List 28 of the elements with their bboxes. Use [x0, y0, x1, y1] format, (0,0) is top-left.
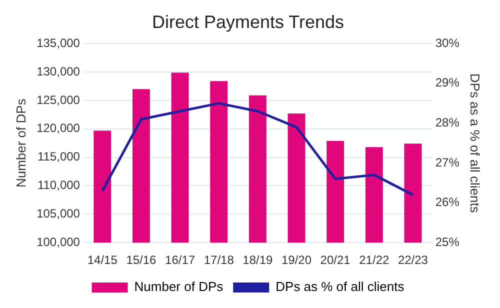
- y-tick-label: 110,000: [37, 178, 80, 192]
- y-tick-label: 100,000: [36, 234, 80, 249]
- x-tick-label: 15/16: [126, 253, 157, 268]
- x-tick-label: 14/15: [87, 253, 118, 268]
- y-tick-label: 125,000: [36, 92, 80, 107]
- x-tick-label: 20/21: [320, 253, 351, 268]
- y-axis-title: Number of DPs: [13, 98, 28, 188]
- y2-tick-label: 29%: [435, 76, 460, 90]
- y-tick-label: 135,000: [36, 36, 80, 50]
- chart-title: Direct Payments Trends: [152, 12, 344, 32]
- x-tick-label: 16/17: [165, 253, 196, 268]
- legend-label: Number of DPs: [134, 279, 224, 294]
- y-tick-label: 120,000: [36, 121, 80, 136]
- y-tick-label: 130,000: [36, 64, 80, 78]
- x-tick-label: 22/23: [398, 253, 428, 268]
- y2-tick-label: 27%: [435, 155, 460, 170]
- y2-tick-label: 28%: [435, 116, 460, 130]
- y2-axis-title: DPs as a % of all clients: [468, 73, 483, 214]
- x-tick-label: 21/22: [359, 253, 390, 268]
- x-tick-label: 18/19: [242, 253, 274, 268]
- y2-tick-label: 25%: [435, 234, 460, 249]
- legend-label: DPs as % of all clients: [276, 279, 405, 294]
- y2-tick-label: 26%: [435, 195, 460, 210]
- x-tick-label: 17/18: [204, 253, 234, 268]
- y-tick-label: 115,000: [37, 150, 80, 164]
- x-tick-label: 19/20: [281, 253, 312, 268]
- y2-tick-label: 30%: [435, 36, 460, 50]
- y-tick-label: 105,000: [36, 206, 80, 220]
